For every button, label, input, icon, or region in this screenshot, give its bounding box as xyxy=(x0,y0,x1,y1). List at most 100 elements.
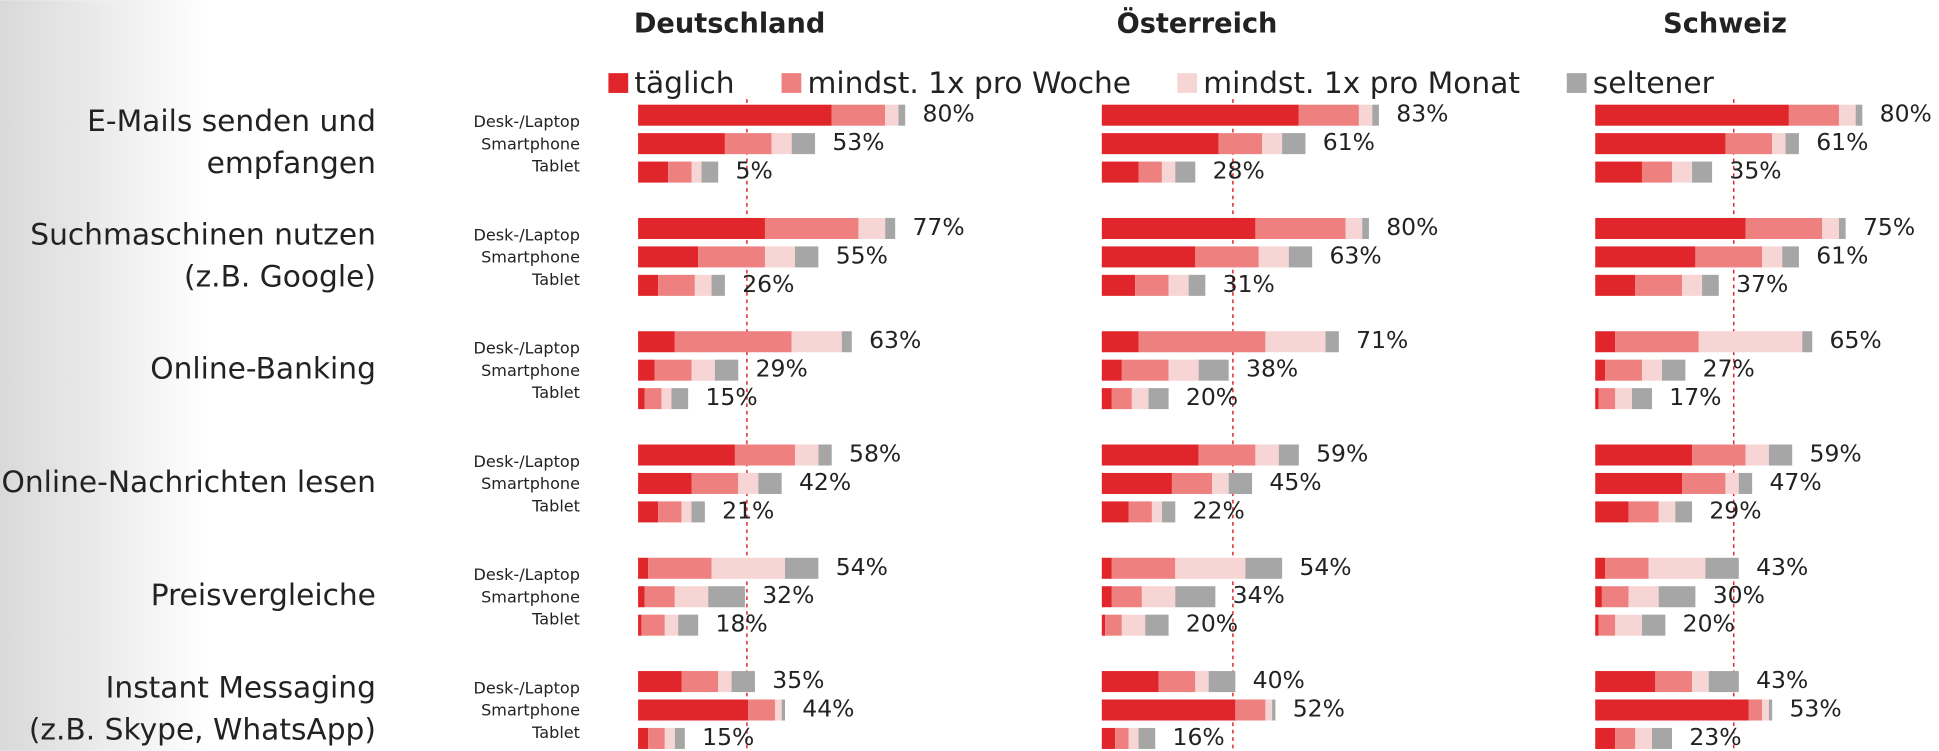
bar-segment xyxy=(1702,274,1719,296)
bar-segment xyxy=(1615,727,1636,749)
bar-segment xyxy=(1105,614,1122,636)
total-label: 20% xyxy=(1186,610,1238,638)
bar-segment xyxy=(1121,614,1146,636)
bar-segment xyxy=(1635,727,1652,749)
total-label: 52% xyxy=(1293,695,1345,723)
bar-segment xyxy=(1101,614,1106,636)
activity-label: (z.B. Skype, WhatsApp) xyxy=(29,712,376,747)
total-label: 59% xyxy=(1810,440,1862,468)
device-label: Desk-/Laptop xyxy=(474,112,580,131)
bar-segment xyxy=(1692,161,1713,183)
bar-segment xyxy=(1101,472,1172,494)
bar-segment xyxy=(1208,671,1236,693)
bar-segment xyxy=(1855,104,1863,126)
total-label: 44% xyxy=(802,695,854,723)
bar-segment xyxy=(671,388,689,410)
bar-segment xyxy=(1148,388,1169,410)
bar-segment xyxy=(885,217,896,239)
bar-segment xyxy=(701,161,719,183)
total-label: 80% xyxy=(1386,213,1438,241)
total-label: 35% xyxy=(1729,157,1781,185)
bar-segment xyxy=(1745,444,1769,466)
total-label: 15% xyxy=(705,383,757,411)
total-label: 53% xyxy=(1789,695,1841,723)
bar-segment xyxy=(1135,274,1169,296)
bar-segment xyxy=(841,331,852,353)
bar-segment xyxy=(638,331,675,353)
bar-segment xyxy=(885,104,899,126)
total-label: 63% xyxy=(869,326,921,354)
device-label: Desk-/Laptop xyxy=(474,565,580,584)
bar-segment xyxy=(1111,557,1176,579)
bar-segment xyxy=(638,614,642,636)
bar-segment xyxy=(771,133,792,155)
bar-segment xyxy=(1158,671,1196,693)
bar-segment xyxy=(1175,557,1246,579)
bar-segment xyxy=(764,217,859,239)
bar-segment xyxy=(644,388,662,410)
activity-label: Preisvergleiche xyxy=(151,577,376,612)
bar-segment xyxy=(1838,217,1846,239)
bar-segment xyxy=(714,359,739,381)
bar-segment xyxy=(1101,161,1139,183)
device-label: Tablet xyxy=(531,383,580,402)
bar-segment xyxy=(1345,217,1363,239)
total-label: 75% xyxy=(1863,213,1915,241)
bar-segment xyxy=(1631,388,1652,410)
bar-segment xyxy=(1655,671,1693,693)
country-title: Deutschland xyxy=(634,8,825,39)
bar-segment xyxy=(1128,727,1139,749)
legend-swatch xyxy=(1566,73,1587,93)
bar-segment xyxy=(1235,699,1266,721)
total-label: 63% xyxy=(1329,241,1381,269)
bar-segment xyxy=(1595,104,1789,126)
bar-segment xyxy=(1838,104,1856,126)
total-label: 53% xyxy=(832,128,884,156)
bar-segment xyxy=(1278,444,1299,466)
total-label: 5% xyxy=(736,157,773,185)
bar-segment xyxy=(774,699,782,721)
bar-segment xyxy=(1595,161,1642,183)
total-label: 37% xyxy=(1736,270,1788,298)
bar-segment xyxy=(795,444,819,466)
bar-segment xyxy=(1111,388,1132,410)
bar-segment xyxy=(1595,359,1606,381)
bar-segment xyxy=(691,501,705,523)
reference-lines xyxy=(746,99,1735,751)
total-label: 77% xyxy=(912,213,964,241)
bar-segment xyxy=(1628,501,1659,523)
bar-segment xyxy=(664,727,675,749)
bar-segment xyxy=(674,331,792,353)
bar-segment xyxy=(1662,359,1686,381)
bar-segment xyxy=(1595,133,1726,155)
bar-segment xyxy=(1265,699,1273,721)
bar-segment xyxy=(638,274,659,296)
bar-segment xyxy=(638,133,725,155)
bar-segment xyxy=(638,727,649,749)
activity-label: E-Mails senden und xyxy=(87,103,376,138)
bar-segment xyxy=(1145,614,1169,636)
bar-segment xyxy=(1101,246,1196,268)
bar-segment xyxy=(638,444,735,466)
total-label: 28% xyxy=(1213,157,1265,185)
bar-segment xyxy=(691,161,702,183)
total-label: 55% xyxy=(836,241,888,269)
bar-segment xyxy=(734,444,796,466)
bar-segment xyxy=(1245,557,1283,579)
total-label: 61% xyxy=(1323,128,1375,156)
legend-label: mindst. 1x pro Woche xyxy=(808,65,1132,100)
bar-segment xyxy=(1705,557,1739,579)
total-label: 61% xyxy=(1816,128,1868,156)
bar-segment xyxy=(1218,133,1263,155)
bar-segment xyxy=(1255,217,1346,239)
bar-segment xyxy=(674,727,685,749)
bar-segment xyxy=(638,671,682,693)
bar-segment xyxy=(1745,217,1823,239)
total-label: 20% xyxy=(1186,383,1238,411)
bar-segment xyxy=(1161,501,1176,523)
legend-label: seltener xyxy=(1593,65,1715,100)
bar-segment xyxy=(1822,217,1839,239)
bar-segment xyxy=(1101,557,1112,579)
legend-swatch xyxy=(608,73,629,93)
